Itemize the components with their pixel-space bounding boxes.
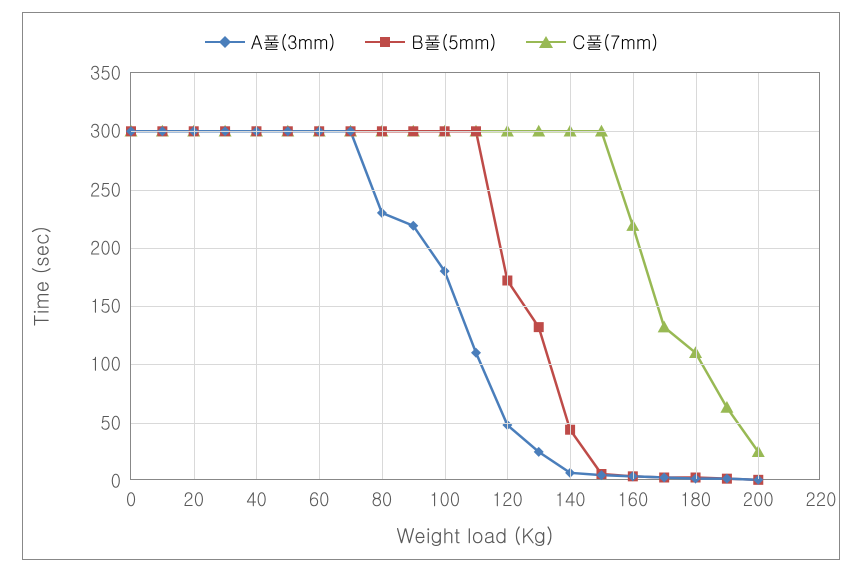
x-tick-label: 120 bbox=[492, 487, 523, 512]
y-axis-title: Time (sec) bbox=[26, 226, 55, 326]
legend-label-c: C풀(7mm) bbox=[572, 30, 658, 55]
y-tick-label: 300 bbox=[90, 119, 121, 144]
gridline-h bbox=[131, 131, 819, 132]
x-tick-label: 200 bbox=[743, 487, 774, 512]
legend-label-b: B풀(5mm) bbox=[411, 30, 496, 55]
x-tick-label: 140 bbox=[555, 487, 586, 512]
data-marker bbox=[658, 321, 671, 333]
square-icon bbox=[379, 36, 391, 48]
x-tick-label: 220 bbox=[805, 487, 836, 512]
legend-line-b bbox=[365, 41, 405, 43]
gridline-v bbox=[319, 73, 320, 479]
gridline-h bbox=[131, 248, 819, 249]
y-tick-label: 350 bbox=[90, 61, 121, 86]
legend-line-a bbox=[205, 41, 245, 43]
gridline-h bbox=[131, 306, 819, 307]
legend-item-b: B풀(5mm) bbox=[365, 30, 496, 55]
gridline-h bbox=[131, 364, 819, 365]
x-tick-label: 160 bbox=[617, 487, 648, 512]
gridline-h bbox=[131, 423, 819, 424]
y-tick-label: 0 bbox=[111, 469, 121, 494]
gridline-v bbox=[507, 73, 508, 479]
x-tick-label: 180 bbox=[680, 487, 711, 512]
legend-line-c bbox=[526, 41, 566, 43]
line-chart: A풀(3mm) B풀(5mm) C풀(7mm) 0501001502002503… bbox=[0, 0, 863, 573]
y-tick-label: 150 bbox=[90, 294, 121, 319]
gridline-v bbox=[445, 73, 446, 479]
diamond-icon bbox=[219, 36, 231, 48]
y-tick-label: 250 bbox=[90, 177, 121, 202]
gridline-v bbox=[758, 73, 759, 479]
gridline-v bbox=[194, 73, 195, 479]
data-marker bbox=[471, 348, 481, 358]
gridline-v bbox=[696, 73, 697, 479]
x-tick-label: 40 bbox=[246, 487, 267, 512]
data-marker bbox=[720, 401, 733, 413]
x-tick-label: 0 bbox=[126, 487, 136, 512]
legend-item-a: A풀(3mm) bbox=[205, 30, 335, 55]
gridline-v bbox=[382, 73, 383, 479]
x-tick-label: 100 bbox=[429, 487, 460, 512]
y-tick-label: 200 bbox=[90, 235, 121, 260]
gridline-v bbox=[633, 73, 634, 479]
y-tick-label: 50 bbox=[100, 410, 121, 435]
triangle-icon bbox=[539, 36, 553, 48]
gridline-v bbox=[256, 73, 257, 479]
x-axis-title: Weight load (Kg) bbox=[396, 520, 553, 549]
x-tick-label: 20 bbox=[183, 487, 204, 512]
gridline-h bbox=[131, 190, 819, 191]
chart-legend: A풀(3mm) B풀(5mm) C풀(7mm) bbox=[0, 24, 863, 55]
series-layer bbox=[131, 73, 821, 481]
x-tick-label: 60 bbox=[309, 487, 330, 512]
legend-item-c: C풀(7mm) bbox=[526, 30, 658, 55]
gridline-v bbox=[570, 73, 571, 479]
x-tick-label: 80 bbox=[372, 487, 393, 512]
legend-label-a: A풀(3mm) bbox=[251, 30, 335, 55]
plot-area: 0501001502002503003500204060801001201401… bbox=[130, 72, 820, 480]
y-tick-label: 100 bbox=[90, 352, 121, 377]
data-marker bbox=[534, 322, 544, 332]
